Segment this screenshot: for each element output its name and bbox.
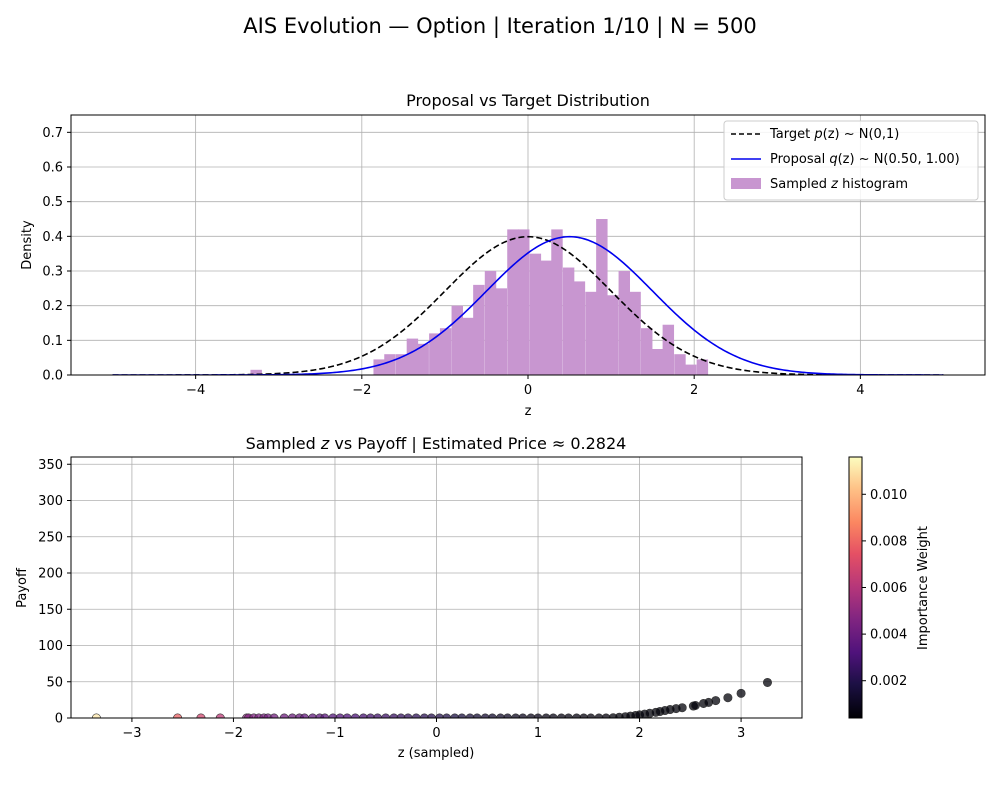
figure-suptitle: AIS Evolution — Option | Iteration 1/10 …: [243, 14, 756, 39]
payoff-x-tick-label: 1: [534, 726, 542, 741]
colorbar-tick-label: 0.006: [870, 581, 907, 596]
histogram-bar: [495, 288, 508, 375]
density-subplot: Proposal vs Target Distribution −4 −2 0 2 4 …: [20, 91, 986, 419]
payoff-y-ticks: 0 50 100 150 200 250 300 350: [38, 458, 71, 727]
histogram-bar: [417, 343, 429, 375]
histogram-bar: [674, 354, 686, 375]
payoff-y-tick-label: 0: [55, 712, 63, 727]
payoff-y-tick-label: 300: [38, 494, 63, 509]
payoff-x-tick-label: −2: [224, 726, 243, 741]
payoff-x-tick-label: 0: [432, 726, 440, 741]
histogram-bar: [462, 317, 474, 375]
histogram-bar: [406, 338, 419, 375]
histogram-bar: [250, 369, 262, 375]
density-y-tick-label: 0.4: [42, 230, 63, 245]
payoff-y-tick-label: 200: [38, 567, 63, 582]
density-x-tick-label: 4: [856, 383, 864, 398]
colorbar-label: Importance Weight: [916, 526, 931, 650]
histogram-bar: [384, 354, 396, 375]
histogram-bar: [484, 271, 497, 375]
colorbar-gradient: [848, 456, 863, 719]
histogram-bar: [439, 328, 452, 375]
scatter-point: [736, 688, 746, 698]
histogram-bar: [585, 291, 597, 375]
histogram-bar: [662, 324, 675, 375]
histogram-bar: [651, 349, 664, 375]
colorbar-tick-label: 0.008: [870, 534, 907, 549]
density-y-tick-label: 0.3: [42, 265, 63, 280]
density-x-tick-label: −4: [186, 383, 205, 398]
payoff-x-tick-label: −3: [122, 726, 141, 741]
density-legend: Target p(z) ~ N(0,1) Proposal q(z) ~ N(0…: [723, 120, 979, 201]
histogram-bar: [606, 295, 619, 375]
histogram-bar: [685, 364, 697, 375]
histogram-bar: [451, 305, 463, 375]
legend-histogram-swatch: [731, 178, 761, 189]
legend-frame: [723, 120, 979, 201]
payoff-plot-title: Sampled z vs Payoff | Estimated Price ≈ …: [246, 434, 627, 453]
payoff-y-tick-label: 150: [38, 603, 63, 618]
histogram-bar: [562, 267, 575, 375]
payoff-x-ticks: −3 −2 −1 0 1 2 3: [122, 718, 745, 741]
histogram-bar: [696, 359, 709, 375]
histogram-bar: [373, 359, 385, 375]
scatter-point: [762, 677, 772, 687]
density-y-tick-label: 0.2: [42, 299, 63, 314]
histogram-bar: [551, 229, 563, 375]
payoff-y-tick-label: 350: [38, 458, 63, 473]
density-x-tick-label: 2: [690, 383, 698, 398]
histogram-bar: [529, 253, 542, 375]
importance-weight-colorbar: 0.002 0.004 0.006 0.008 0.010 Importance Wei…: [848, 456, 931, 719]
density-x-tick-label: −2: [352, 383, 371, 398]
histogram-bar: [540, 260, 552, 375]
density-y-tick-label: 0.0: [42, 369, 63, 384]
density-y-tick-label: 0.7: [42, 126, 63, 141]
payoff-x-tick-label: 3: [737, 726, 745, 741]
payoff-y-tick-label: 250: [38, 530, 63, 545]
payoff-y-tick-label: 100: [38, 639, 63, 654]
scatter-point: [677, 703, 687, 713]
histogram-bar: [518, 229, 530, 375]
density-y-tick-label: 0.5: [42, 195, 63, 210]
histogram-bar: [641, 328, 653, 375]
density-y-tick-label: 0.6: [42, 161, 63, 176]
density-plot-title: Proposal vs Target Distribution: [406, 91, 650, 110]
payoff-grid: [71, 457, 802, 719]
scatter-point: [723, 693, 733, 703]
histogram-bar: [596, 219, 608, 375]
density-x-tick-label: 0: [524, 383, 532, 398]
histogram-bar: [507, 229, 519, 375]
colorbar-tick-label: 0.010: [870, 488, 907, 503]
density-y-ticks: 0.0 0.1 0.2 0.3 0.4 0.5 0.6 0.7: [42, 126, 71, 384]
legend-histogram-label: Sampled z histogram: [770, 177, 908, 192]
sampled-histogram: [250, 219, 709, 375]
scatter-point: [690, 700, 700, 710]
histogram-bar: [395, 354, 408, 375]
colorbar-ticks: 0.002 0.004 0.006 0.008 0.010: [862, 488, 907, 689]
payoff-x-tick-label: −1: [325, 726, 344, 741]
density-y-axis-label: Density: [20, 220, 35, 270]
colorbar-tick-label: 0.004: [870, 628, 907, 643]
legend-proposal-label: Proposal q(z) ~ N(0.50, 1.00): [770, 152, 960, 167]
payoff-x-axis-label: z (sampled): [398, 746, 475, 761]
legend-target-label: Target p(z) ~ N(0,1): [769, 127, 899, 142]
density-y-tick-label: 0.1: [42, 334, 63, 349]
histogram-bar: [629, 291, 641, 375]
payoff-subplot: Sampled z vs Payoff | Estimated Price ≈ …: [15, 434, 803, 761]
histogram-bar: [473, 284, 485, 375]
payoff-y-tick-label: 50: [46, 675, 63, 690]
scatter-point: [711, 696, 721, 706]
density-x-axis-label: z: [525, 404, 532, 419]
colorbar-tick-label: 0.002: [870, 674, 907, 689]
payoff-scatter-points: [91, 677, 772, 718]
payoff-x-tick-label: 2: [635, 726, 643, 741]
histogram-bar: [573, 281, 586, 375]
density-x-ticks: −4 −2 0 2 4: [186, 375, 865, 398]
histogram-bar: [618, 271, 631, 375]
payoff-y-axis-label: Payoff: [15, 567, 30, 608]
histogram-bar: [429, 333, 441, 375]
